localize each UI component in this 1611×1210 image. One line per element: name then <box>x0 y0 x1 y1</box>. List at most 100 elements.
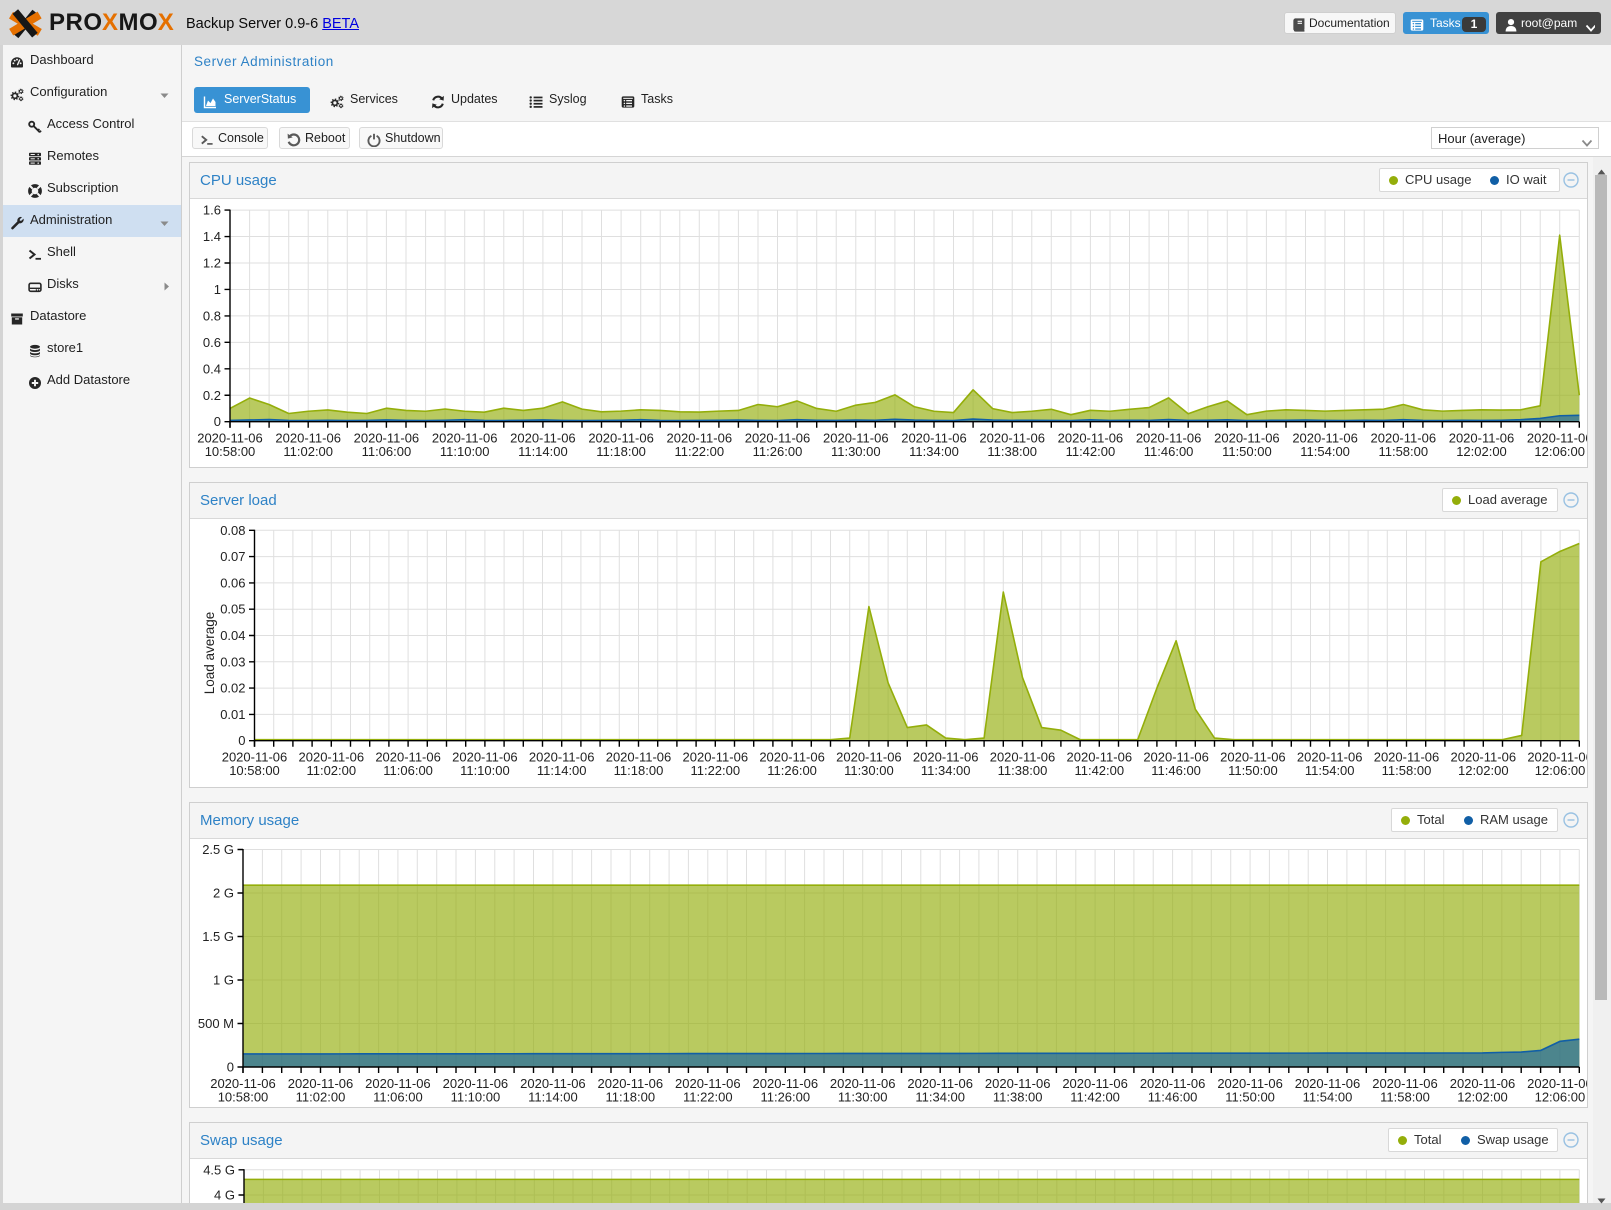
svg-text:11:54:00: 11:54:00 <box>1300 444 1350 459</box>
svg-text:2020-11-06: 2020-11-06 <box>901 431 967 446</box>
svg-text:11:26:00: 11:26:00 <box>753 444 803 459</box>
svg-text:2.5 G: 2.5 G <box>202 842 234 857</box>
svg-text:2020-11-06: 2020-11-06 <box>1371 431 1437 446</box>
svg-text:2020-11-06: 2020-11-06 <box>683 750 749 765</box>
svg-text:11:34:00: 11:34:00 <box>921 763 971 778</box>
svg-text:2020-11-06: 2020-11-06 <box>197 431 263 446</box>
svg-text:11:50:00: 11:50:00 <box>1222 444 1272 459</box>
svg-text:2020-11-06: 2020-11-06 <box>823 431 889 446</box>
svg-text:0.05: 0.05 <box>220 602 245 617</box>
svg-text:11:14:00: 11:14:00 <box>528 1090 578 1105</box>
svg-text:2020-11-06: 2020-11-06 <box>588 431 654 446</box>
svg-text:2020-11-06: 2020-11-06 <box>745 431 811 446</box>
svg-text:11:58:00: 11:58:00 <box>1378 444 1428 459</box>
svg-text:11:46:00: 11:46:00 <box>1151 763 1201 778</box>
svg-text:11:30:00: 11:30:00 <box>838 1090 888 1105</box>
svg-text:2020-11-06: 2020-11-06 <box>598 1076 664 1091</box>
svg-text:1.6: 1.6 <box>203 203 221 218</box>
svg-text:0.04: 0.04 <box>220 628 245 643</box>
svg-text:11:58:00: 11:58:00 <box>1382 763 1432 778</box>
svg-text:2020-11-06: 2020-11-06 <box>1527 431 1587 446</box>
svg-text:11:38:00: 11:38:00 <box>987 444 1037 459</box>
svg-text:2020-11-06: 2020-11-06 <box>452 750 518 765</box>
svg-text:2020-11-06: 2020-11-06 <box>1527 750 1587 765</box>
svg-text:11:10:00: 11:10:00 <box>460 763 510 778</box>
svg-text:2020-11-06: 2020-11-06 <box>979 431 1045 446</box>
svg-text:2020-11-06: 2020-11-06 <box>1374 750 1440 765</box>
svg-text:1.4: 1.4 <box>203 229 221 244</box>
svg-text:11:06:00: 11:06:00 <box>373 1090 423 1105</box>
svg-text:2020-11-06: 2020-11-06 <box>990 750 1056 765</box>
svg-text:0: 0 <box>214 414 221 429</box>
svg-text:11:42:00: 11:42:00 <box>1074 763 1124 778</box>
svg-text:11:26:00: 11:26:00 <box>760 1090 810 1105</box>
svg-text:2020-11-06: 2020-11-06 <box>1297 750 1363 765</box>
svg-text:11:54:00: 11:54:00 <box>1305 763 1355 778</box>
svg-text:2020-11-06: 2020-11-06 <box>1372 1076 1438 1091</box>
svg-text:11:58:00: 11:58:00 <box>1380 1090 1430 1105</box>
svg-text:11:22:00: 11:22:00 <box>683 1090 733 1105</box>
svg-text:10:58:00: 10:58:00 <box>205 444 256 459</box>
svg-text:0.03: 0.03 <box>220 654 245 669</box>
svg-text:1.2: 1.2 <box>203 256 221 271</box>
svg-text:11:34:00: 11:34:00 <box>915 1090 965 1105</box>
svg-text:11:06:00: 11:06:00 <box>383 763 433 778</box>
svg-text:11:10:00: 11:10:00 <box>451 1090 501 1105</box>
svg-text:11:18:00: 11:18:00 <box>614 763 664 778</box>
svg-text:2020-11-06: 2020-11-06 <box>1527 1076 1587 1091</box>
svg-text:2020-11-06: 2020-11-06 <box>1136 431 1202 446</box>
svg-text:2020-11-06: 2020-11-06 <box>520 1076 586 1091</box>
svg-text:11:02:00: 11:02:00 <box>283 444 333 459</box>
svg-text:2020-11-06: 2020-11-06 <box>275 431 341 446</box>
svg-text:12:06:00: 12:06:00 <box>1535 1090 1586 1105</box>
svg-text:0.2: 0.2 <box>203 388 221 403</box>
svg-text:11:42:00: 11:42:00 <box>1070 1090 1120 1105</box>
svg-text:2020-11-06: 2020-11-06 <box>667 431 733 446</box>
svg-text:2020-11-06: 2020-11-06 <box>830 1076 896 1091</box>
svg-text:2020-11-06: 2020-11-06 <box>836 750 902 765</box>
svg-text:11:26:00: 11:26:00 <box>767 763 817 778</box>
svg-text:2020-11-06: 2020-11-06 <box>1143 750 1209 765</box>
svg-text:11:30:00: 11:30:00 <box>844 763 894 778</box>
svg-text:2020-11-06: 2020-11-06 <box>510 431 576 446</box>
svg-text:2020-11-06: 2020-11-06 <box>1292 431 1358 446</box>
svg-text:11:38:00: 11:38:00 <box>993 1090 1043 1105</box>
svg-text:11:46:00: 11:46:00 <box>1148 1090 1198 1105</box>
svg-text:0.02: 0.02 <box>220 681 245 696</box>
svg-text:0.6: 0.6 <box>203 335 221 350</box>
svg-text:2020-11-06: 2020-11-06 <box>354 431 420 446</box>
svg-text:11:14:00: 11:14:00 <box>537 763 587 778</box>
svg-text:2020-11-06: 2020-11-06 <box>1058 431 1124 446</box>
svg-text:12:02:00: 12:02:00 <box>1457 1090 1508 1105</box>
svg-text:Load average: Load average <box>202 612 217 695</box>
svg-text:2020-11-06: 2020-11-06 <box>210 1076 276 1091</box>
svg-text:2020-11-06: 2020-11-06 <box>606 750 672 765</box>
svg-text:0.08: 0.08 <box>220 523 245 538</box>
svg-text:11:30:00: 11:30:00 <box>831 444 881 459</box>
svg-text:0.07: 0.07 <box>220 549 245 564</box>
svg-text:11:14:00: 11:14:00 <box>518 444 568 459</box>
svg-text:2020-11-06: 2020-11-06 <box>1450 1076 1516 1091</box>
svg-text:0.01: 0.01 <box>220 707 245 722</box>
svg-text:11:54:00: 11:54:00 <box>1303 1090 1353 1105</box>
svg-text:11:22:00: 11:22:00 <box>690 763 740 778</box>
svg-text:12:02:00: 12:02:00 <box>1456 444 1507 459</box>
svg-text:2020-11-06: 2020-11-06 <box>1449 431 1515 446</box>
svg-text:2020-11-06: 2020-11-06 <box>288 1076 354 1091</box>
svg-text:10:58:00: 10:58:00 <box>218 1090 269 1105</box>
svg-text:2020-11-06: 2020-11-06 <box>529 750 595 765</box>
svg-text:2020-11-06: 2020-11-06 <box>1295 1076 1361 1091</box>
svg-text:2020-11-06: 2020-11-06 <box>1214 431 1280 446</box>
svg-text:500 M: 500 M <box>198 1016 234 1031</box>
svg-text:11:38:00: 11:38:00 <box>998 763 1048 778</box>
svg-text:11:42:00: 11:42:00 <box>1066 444 1116 459</box>
svg-text:12:06:00: 12:06:00 <box>1535 763 1586 778</box>
svg-text:2020-11-06: 2020-11-06 <box>375 750 441 765</box>
svg-text:10:58:00: 10:58:00 <box>229 763 280 778</box>
svg-text:11:10:00: 11:10:00 <box>440 444 490 459</box>
svg-text:2020-11-06: 2020-11-06 <box>365 1076 431 1091</box>
svg-text:2020-11-06: 2020-11-06 <box>1451 750 1517 765</box>
svg-text:11:06:00: 11:06:00 <box>362 444 412 459</box>
svg-text:0.8: 0.8 <box>203 308 221 323</box>
svg-text:11:50:00: 11:50:00 <box>1228 763 1278 778</box>
